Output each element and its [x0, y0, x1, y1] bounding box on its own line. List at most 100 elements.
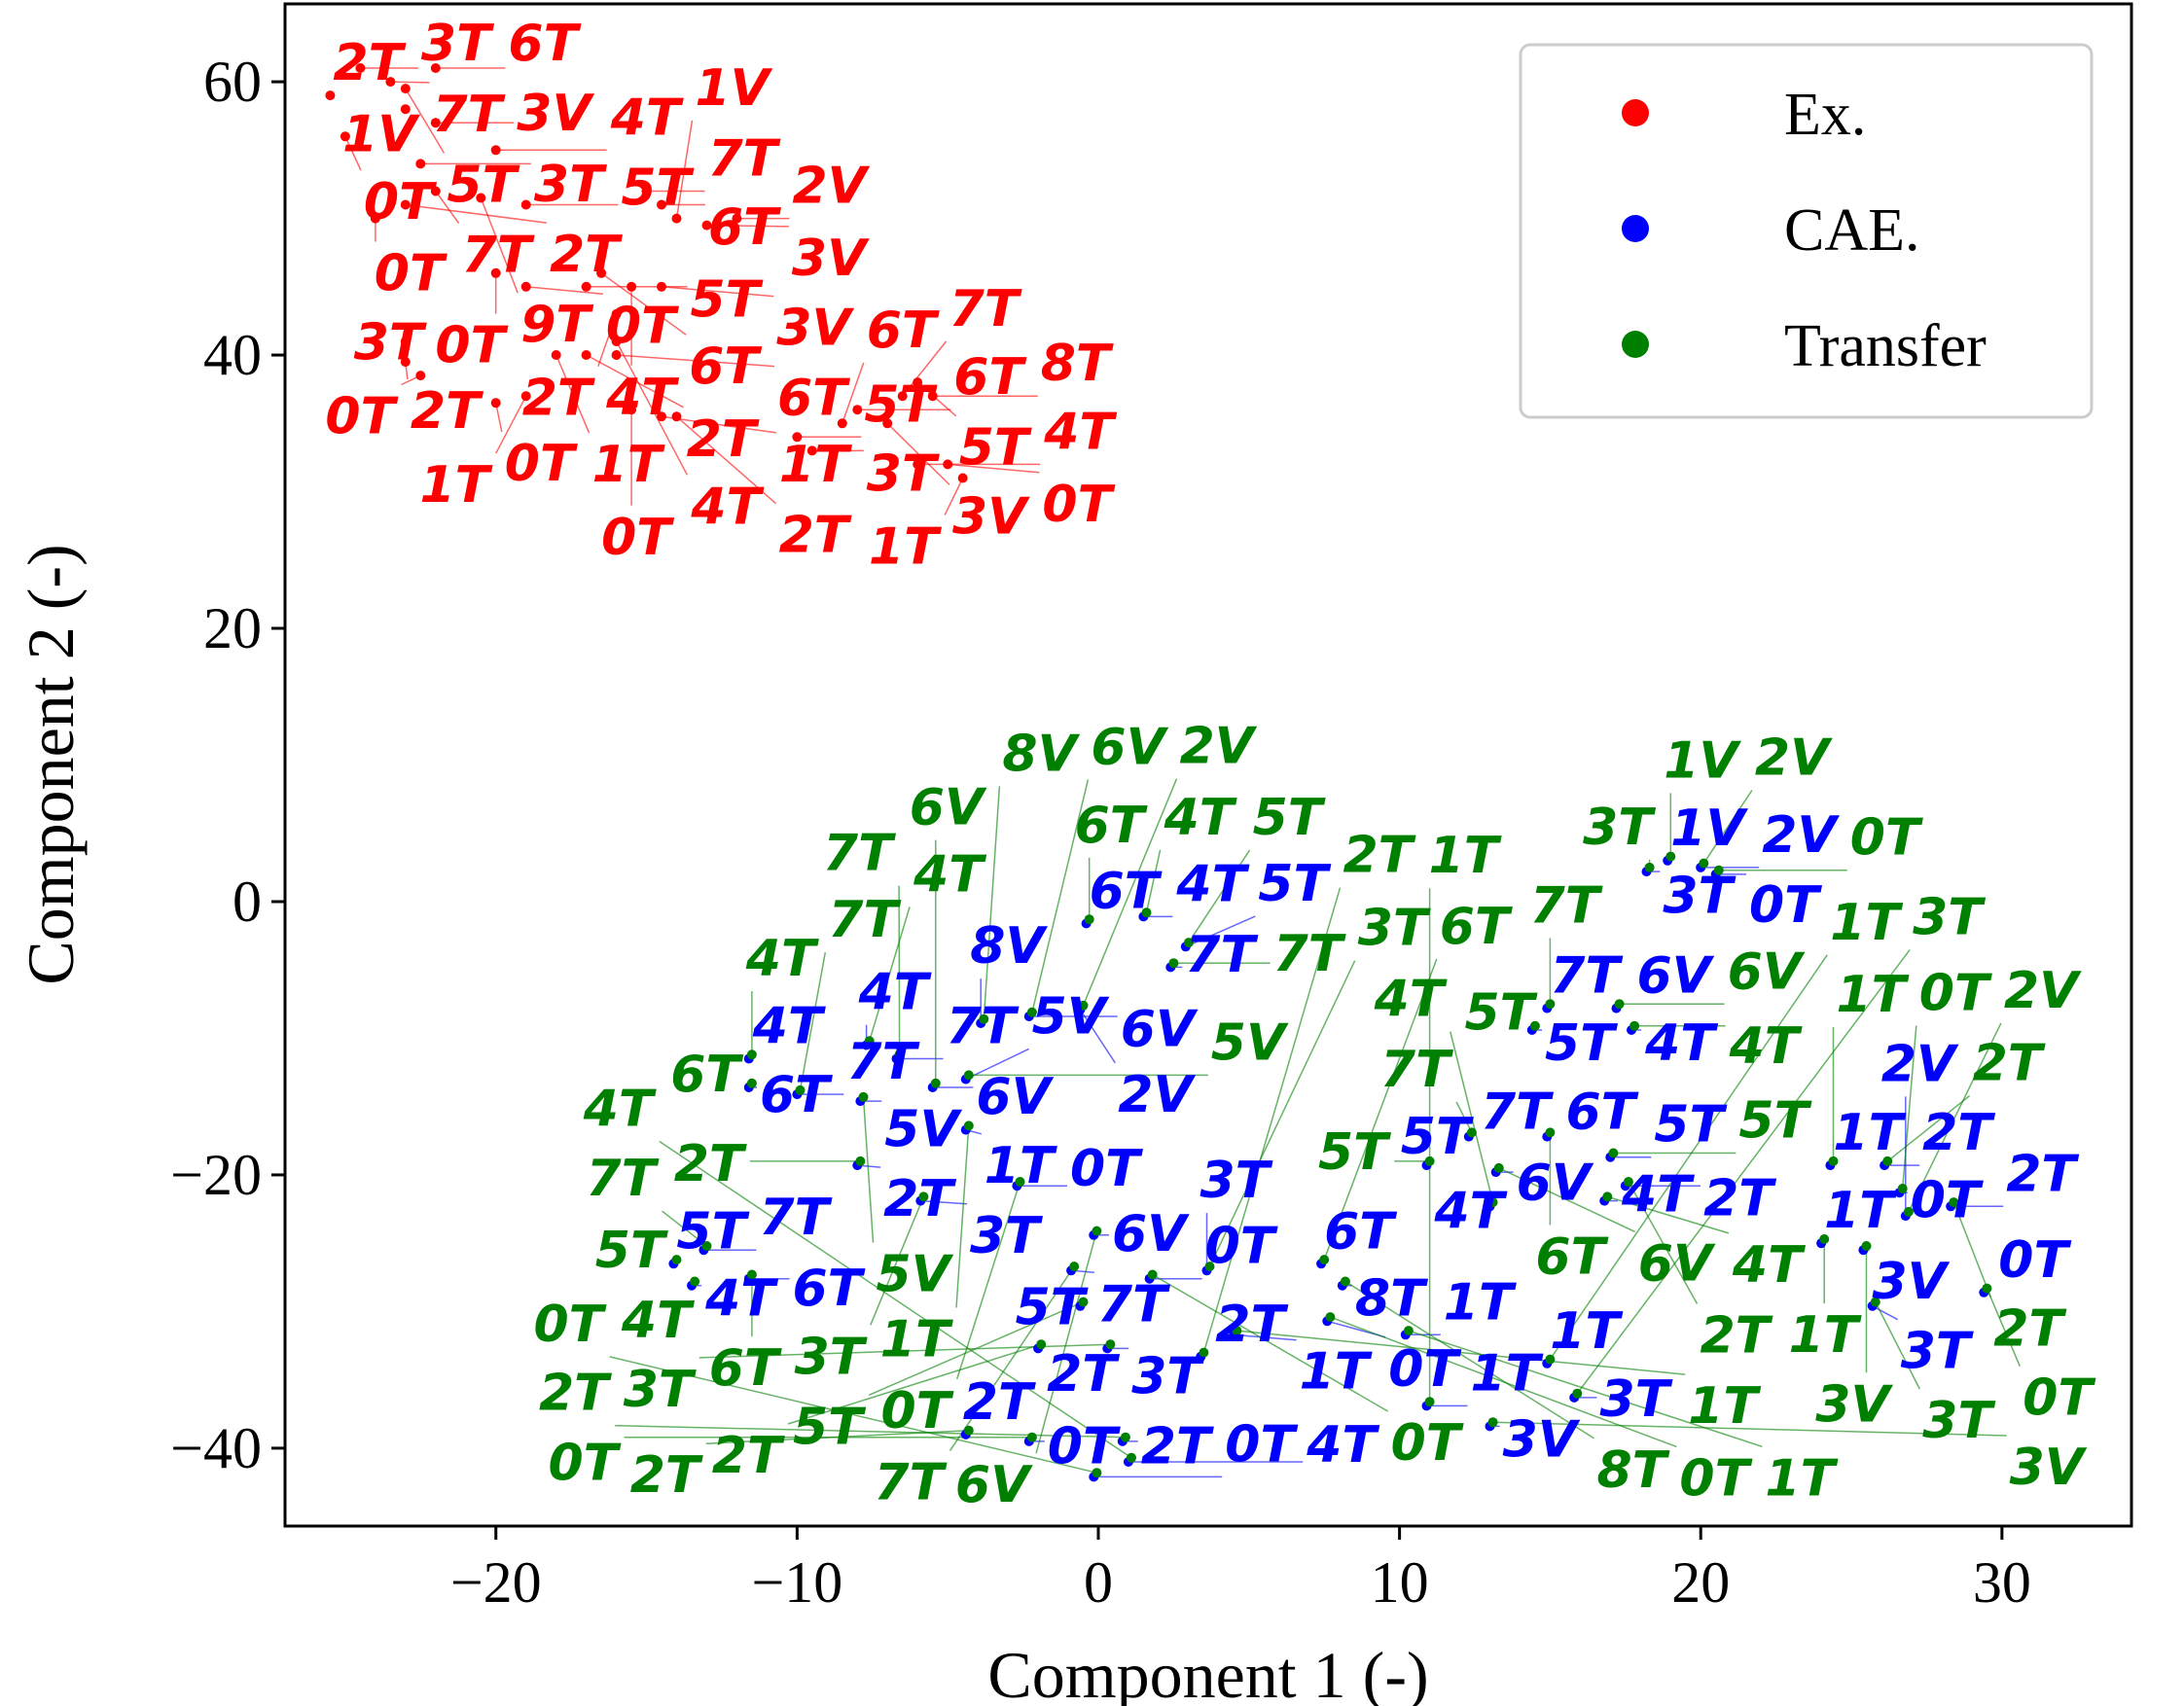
leader-line — [661, 286, 774, 298]
point-label-cae: 5T — [1545, 1014, 1618, 1073]
point-marker-ex — [837, 418, 847, 429]
x-tick-label: 30 — [1973, 1550, 2031, 1615]
point-label-transfer: 0T — [881, 1382, 954, 1440]
point-marker-transfer — [746, 1269, 757, 1280]
leader-line — [1450, 1031, 1494, 1203]
legend-marker — [1622, 99, 1649, 126]
point-label-transfer: 2V — [2004, 962, 2082, 1020]
point-label-ex: 7T — [462, 227, 535, 285]
point-marker-transfer — [963, 1425, 974, 1436]
point-marker-transfer — [918, 1191, 929, 1202]
leader-line — [886, 422, 950, 485]
point-label-ex: 0T — [1042, 476, 1115, 534]
y-tick-label: 60 — [203, 50, 262, 114]
point-label-transfer: 5T — [793, 1398, 866, 1456]
leader-line — [898, 885, 901, 1055]
leader-line — [1202, 887, 1342, 1353]
leader-line — [1986, 1288, 2021, 1367]
point-marker-transfer — [1466, 1127, 1477, 1138]
point-marker-transfer — [979, 1013, 989, 1024]
point-markers — [325, 63, 1992, 1482]
point-label-ex: 1V — [696, 59, 773, 118]
point-label-transfer: 1T — [1765, 1449, 1838, 1508]
point-label-transfer: 2T — [539, 1365, 612, 1423]
point-label-ex: 6T — [708, 198, 781, 257]
point-label-ex: 0T — [325, 388, 398, 446]
point-label-cae: 7T — [1550, 947, 1623, 1006]
point-label-transfer: 6T — [1440, 898, 1513, 956]
point-label-ex: 2T — [687, 410, 760, 469]
leader-line — [955, 1125, 970, 1308]
point-marker-ex — [627, 281, 637, 292]
point-marker-ex — [415, 371, 426, 381]
point-label-ex: 7T — [708, 130, 781, 189]
point-label-cae: 2V — [1881, 1035, 1959, 1093]
leader-line — [1498, 1167, 1636, 1233]
point-marker-transfer — [1120, 1432, 1130, 1442]
point-label-transfer: 7T — [1530, 876, 1603, 935]
point-label-cae: 4T — [1175, 855, 1249, 913]
point-label-ex: 2T — [779, 507, 852, 565]
point-label-cae: 1T — [1833, 1104, 1906, 1162]
point-label-cae: 2V — [1762, 806, 1840, 865]
point-marker-transfer — [1424, 1397, 1435, 1407]
point-label-transfer: 2T — [1343, 827, 1416, 885]
point-marker-ex — [490, 145, 501, 156]
point-label-cae: 3T — [1131, 1348, 1204, 1406]
point-marker-ex — [611, 350, 622, 360]
point-label-ex: 2V — [792, 158, 870, 216]
point-label-cae: 2T — [1703, 1169, 1776, 1227]
leader-line — [1607, 1195, 1730, 1234]
point-label-cae: 7T — [947, 998, 1020, 1056]
point-label-cae: 7T — [1481, 1083, 1554, 1141]
point-label-ex: 6T — [867, 302, 940, 360]
point-label-transfer: 7T — [586, 1150, 659, 1208]
point-label-transfer: 0T — [549, 1435, 622, 1493]
point-marker-transfer — [1069, 1262, 1080, 1272]
point-marker-ex — [581, 281, 591, 292]
leader-line — [1875, 1301, 1920, 1390]
point-marker-ex — [430, 186, 441, 196]
point-label-transfer: 7T — [823, 825, 896, 883]
point-label-ex: 5T — [959, 419, 1032, 478]
leader-line — [1908, 1022, 2002, 1213]
leader-line — [949, 1265, 1075, 1452]
point-marker-ex — [611, 308, 622, 319]
point-label-cae: 3V — [1503, 1410, 1581, 1469]
point-label-transfer: 6V — [955, 1456, 1033, 1514]
leader-line — [1188, 849, 1251, 943]
point-label-transfer: 7T — [828, 891, 901, 949]
point-label-cae: 6V — [1121, 1000, 1199, 1058]
point-label-cae: 2V — [1118, 1066, 1196, 1124]
point-label-cae: 3T — [970, 1207, 1043, 1265]
leader-line — [1576, 949, 1911, 1395]
point-label-transfer: 3T — [624, 1361, 697, 1419]
point-label-ex: 4T — [690, 478, 764, 536]
point-marker-transfer — [1078, 1000, 1089, 1011]
point-marker-transfer — [1403, 1326, 1414, 1336]
leader-line — [1031, 779, 1090, 1013]
label-leader-lines — [344, 67, 2021, 1478]
point-label-ex: 7T — [433, 86, 506, 144]
point-label-ex: 5T — [691, 271, 764, 330]
point-marker-ex — [701, 220, 712, 231]
point-label-transfer: 5V — [1211, 1013, 1289, 1072]
legend-box — [1519, 43, 2094, 419]
point-label-cae: 0T — [1911, 1171, 1984, 1229]
point-label-ex: 4T — [610, 89, 684, 147]
leader-line — [1082, 778, 1178, 1007]
point-label-ex: 0T — [601, 509, 674, 567]
point-label-cae: 4T — [752, 998, 826, 1056]
point-marker-transfer — [1608, 1148, 1619, 1158]
leader-line — [1455, 1101, 1473, 1133]
point-label-transfer: 2T — [630, 1446, 703, 1505]
point-marker-ex — [732, 213, 742, 224]
point-label-transfer: 5V — [877, 1246, 954, 1304]
point-marker-ex — [400, 337, 411, 346]
point-label-cae: 4T — [1434, 1183, 1508, 1241]
point-label-transfer: 2T — [712, 1427, 785, 1485]
point-label-cae: 4T — [1621, 1165, 1695, 1224]
point-label-ex: 3V — [952, 487, 1030, 546]
point-marker-transfer — [864, 1036, 875, 1047]
legend-marker — [1622, 215, 1649, 242]
